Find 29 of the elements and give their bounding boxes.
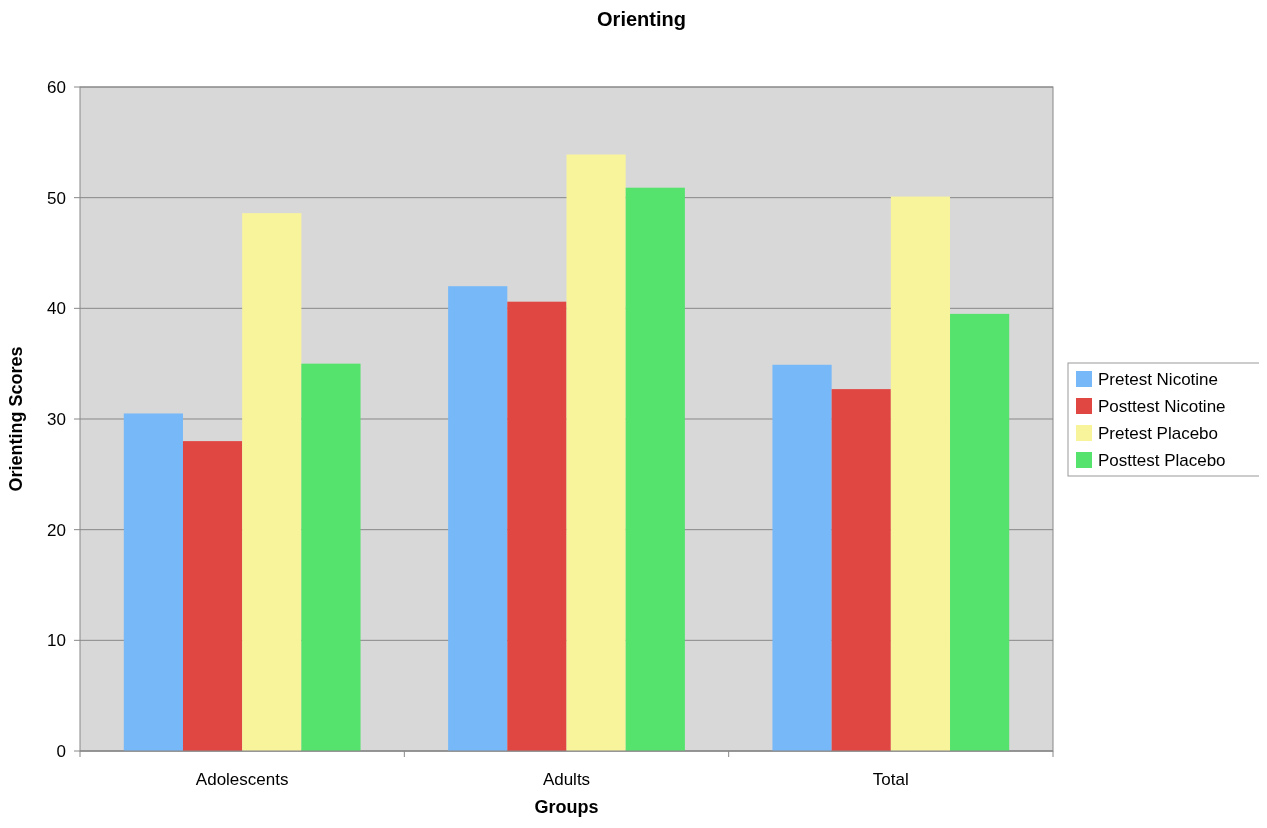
y-tick-label: 20: [47, 520, 66, 540]
legend-label: Posttest Nicotine: [1098, 396, 1226, 416]
legend-label: Posttest Placebo: [1098, 450, 1226, 470]
legend-label: Pretest Nicotine: [1098, 369, 1218, 389]
bar: [831, 389, 891, 751]
bar: [772, 364, 832, 751]
bar: [123, 413, 183, 751]
y-tick-label: 60: [47, 77, 66, 97]
bar: [242, 213, 302, 751]
y-tick-label: 40: [47, 299, 66, 319]
bar: [566, 154, 626, 751]
bar: [950, 313, 1010, 751]
bar: [507, 301, 567, 751]
x-tick-label: Total: [872, 770, 909, 789]
bar: [625, 187, 685, 751]
bar: [301, 363, 361, 751]
x-tick-label: Adolescents: [195, 770, 289, 789]
y-axis-title: Orienting Scores: [6, 346, 26, 492]
x-axis-title: Groups: [534, 797, 599, 817]
legend-label: Pretest Placebo: [1098, 423, 1219, 443]
y-tick-label: 30: [47, 409, 66, 429]
y-tick-label: 10: [47, 631, 66, 651]
chart-title: Orienting: [597, 8, 686, 30]
x-tick-label: Adults: [542, 770, 591, 789]
bar: [890, 196, 951, 751]
bar: [182, 441, 243, 751]
bar: [448, 286, 508, 751]
y-tick-label: 0: [56, 741, 66, 761]
y-tick-label: 50: [47, 188, 66, 208]
